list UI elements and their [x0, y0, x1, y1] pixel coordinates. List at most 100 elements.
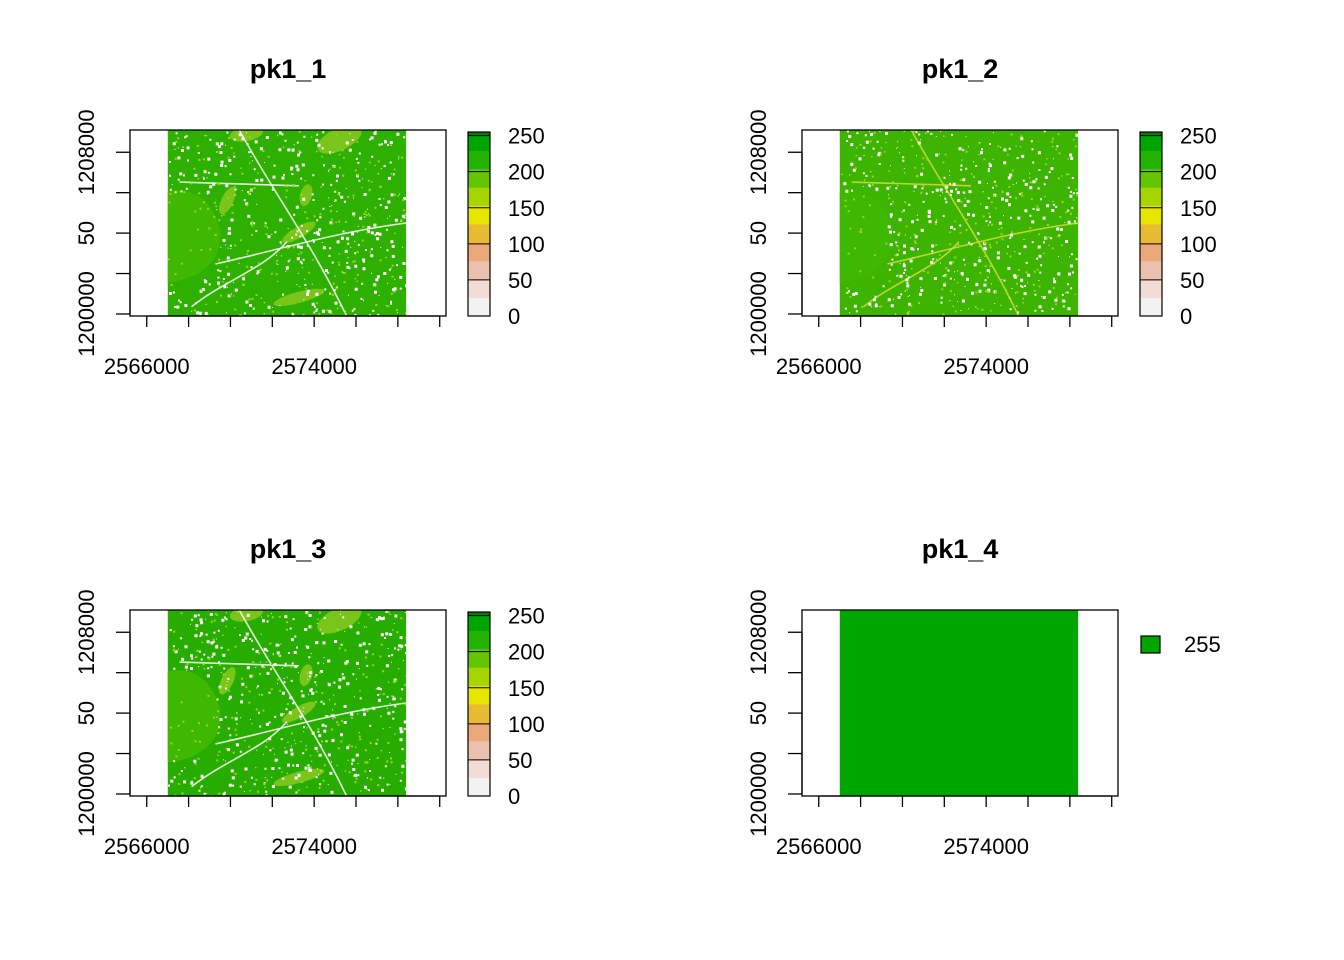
legend-entry-label: 255 — [1184, 632, 1221, 657]
legend-swatch — [1140, 159, 1162, 165]
legend-swatch — [468, 155, 490, 161]
legend-swatch — [468, 196, 490, 202]
legend-swatch — [1140, 283, 1162, 289]
x-tick-label: 2566000 — [776, 834, 862, 859]
legend-swatch — [468, 777, 490, 783]
legend-swatch — [468, 671, 490, 677]
homogeneous-patch — [839, 190, 893, 283]
legend-swatch — [468, 676, 490, 682]
legend-swatch — [468, 621, 490, 627]
legend-swatch — [1140, 274, 1162, 280]
legend-swatch — [468, 256, 490, 262]
legend-swatch — [468, 727, 490, 733]
legend-swatch — [468, 635, 490, 641]
legend-swatch — [468, 667, 490, 673]
linear-feature — [191, 721, 288, 788]
legend-swatch — [468, 625, 490, 631]
y-axis: 1200000 50 1208000 — [74, 589, 131, 837]
legend-swatch — [468, 270, 490, 276]
legend-swatch — [1140, 210, 1162, 216]
y-axis: 1200000 50 1208000 — [746, 589, 803, 837]
legend-swatch — [1140, 164, 1162, 170]
vegetation-patch — [273, 768, 325, 787]
y-tick-label: 1208000 — [746, 109, 771, 195]
legend-swatch — [468, 782, 490, 788]
vegetation-patch — [219, 666, 236, 695]
panel-pk1-1: pk1_1 2566000 2574000 1200000 50 1208000 0 50 10… — [74, 54, 545, 379]
legend-swatch — [1140, 182, 1162, 188]
legend-swatch — [1140, 141, 1162, 147]
vegetation-patch — [229, 610, 263, 622]
nodata-cells — [841, 130, 1079, 316]
legend-swatch — [468, 644, 490, 650]
panel-title: pk1_3 — [250, 534, 327, 564]
legend: 255 — [1140, 632, 1221, 657]
y-tick-label: 1208000 — [74, 589, 99, 675]
legend-swatch — [468, 265, 490, 271]
legend-swatch — [1140, 297, 1162, 303]
legend-swatch — [468, 694, 490, 700]
legend-tick-label: 200 — [1180, 160, 1217, 185]
legend-swatch — [468, 191, 490, 197]
x-axis: 2566000 2574000 — [104, 315, 441, 379]
legend-swatch — [1140, 219, 1162, 225]
panel-pk1-4: pk1_4 2566000 2574000 1200000 50 1208000 255 — [746, 534, 1221, 859]
panel-pk1-3: pk1_3 2566000 2574000 1200000 50 1208000 0 50 10… — [74, 534, 545, 859]
linear-feature — [887, 222, 1079, 265]
legend-swatch — [468, 260, 490, 266]
bright-cells — [844, 130, 1077, 316]
legend-swatch — [468, 791, 490, 797]
legend-swatch — [468, 763, 490, 769]
y-tick-label: 1200000 — [746, 751, 771, 837]
legend-tick-label: 100 — [508, 712, 545, 737]
legend-swatch — [468, 237, 490, 243]
legend-swatch — [468, 773, 490, 779]
vegetation-patch — [317, 130, 362, 154]
legend-swatch — [468, 247, 490, 253]
legend-swatch — [468, 164, 490, 170]
legend-swatch — [1140, 293, 1162, 299]
linear-feature — [215, 222, 407, 265]
y-tick-label: 50 — [74, 221, 99, 245]
legend-swatch — [468, 704, 490, 710]
linear-feature — [179, 661, 299, 667]
legend-swatch — [468, 713, 490, 719]
legend-swatch — [468, 302, 490, 308]
linear-feature — [851, 181, 971, 187]
legend-tick-label: 150 — [508, 676, 545, 701]
legend-swatch — [468, 658, 490, 664]
legend-swatch — [468, 297, 490, 303]
y-tick-label: 1208000 — [746, 589, 771, 675]
legend-swatch — [468, 136, 490, 142]
legend-swatch — [468, 306, 490, 312]
legend-swatch — [1140, 145, 1162, 151]
legend-swatch — [468, 251, 490, 257]
legend-tick-label: 0 — [508, 784, 520, 809]
legend-swatch — [468, 210, 490, 216]
legend-swatch — [1140, 311, 1162, 317]
legend-swatch — [1140, 302, 1162, 308]
legend-swatch — [1140, 228, 1162, 234]
legend-swatch — [1140, 242, 1162, 248]
legend-swatch — [1140, 270, 1162, 276]
legend-swatch — [468, 616, 490, 622]
x-tick-label: 2566000 — [104, 834, 190, 859]
legend-tick-label: 50 — [1180, 268, 1204, 293]
legend-swatch — [468, 759, 490, 765]
legend-swatch — [1140, 288, 1162, 294]
legend-swatch — [468, 750, 490, 756]
vegetation-patch — [229, 130, 263, 142]
y-tick-label: 1200000 — [746, 271, 771, 357]
legend-tick-label: 250 — [508, 124, 545, 149]
panel-title: pk1_2 — [922, 54, 999, 84]
homogeneous-patch — [167, 670, 221, 763]
legend-tick-label: 250 — [508, 604, 545, 629]
legend-swatch — [468, 159, 490, 165]
x-axis: 2566000 2574000 — [104, 795, 441, 859]
legend-swatch — [468, 786, 490, 792]
legend-swatch — [468, 745, 490, 751]
legend-swatch — [468, 722, 490, 728]
linear-feature — [238, 610, 348, 796]
panel-title: pk1_4 — [922, 534, 999, 564]
legend-tick-label: 0 — [1180, 304, 1192, 329]
